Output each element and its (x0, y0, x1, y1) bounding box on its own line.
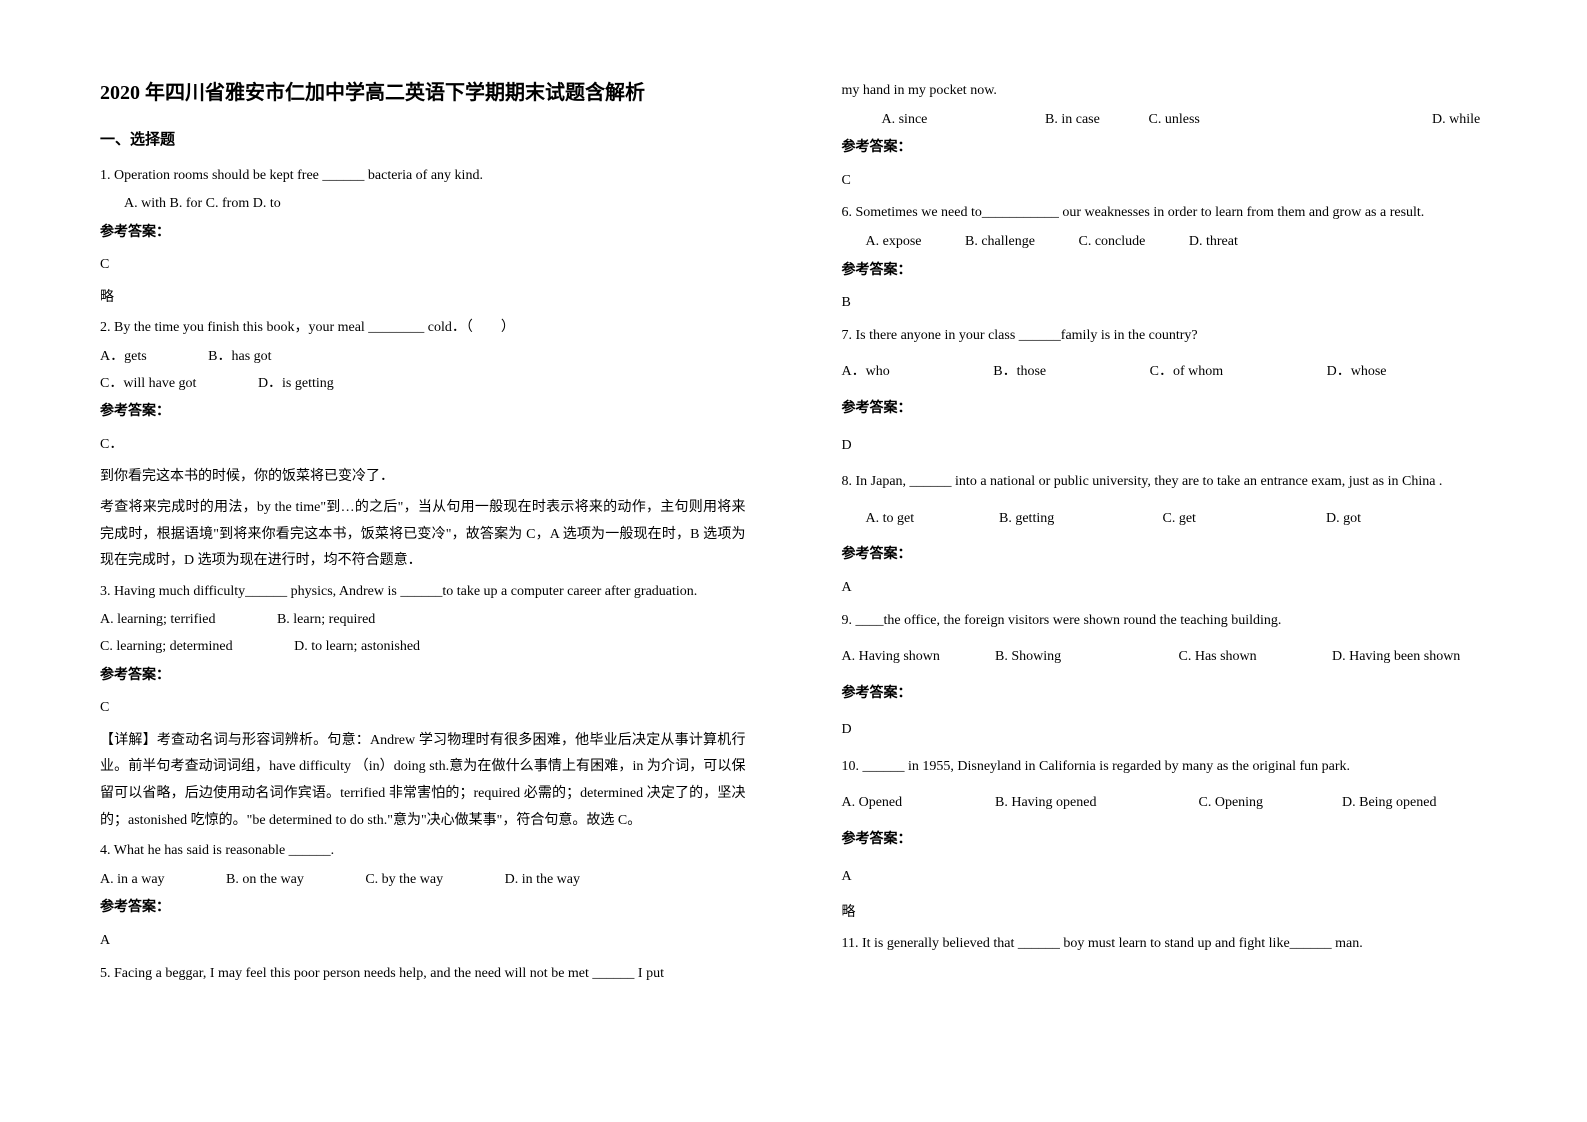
q8-optB: B. getting (999, 506, 1159, 533)
q2-explanation1: 到你看完这本书的时候，你的饭菜将已变冷了． (100, 464, 746, 491)
q9-optC: C. Has shown (1179, 644, 1329, 671)
q8-stem: 8. In Japan, ______ into a national or p… (842, 469, 1488, 496)
q3-answer-label: 参考答案： (100, 663, 746, 690)
q10-explanation: 略 (842, 900, 1488, 927)
q8-optA: A. to get (866, 506, 996, 533)
q3-explanation: 【详解】考查动名词与形容词辨析。句意：Andrew 学习物理时有很多困难，他毕业… (100, 728, 746, 834)
q7-stem: 7. Is there anyone in your class ______f… (842, 323, 1488, 350)
q2-optB: B．has got (208, 344, 271, 371)
q3-options-row1: A. learning; terrified B. learn; require… (100, 607, 746, 634)
q1-explanation: 略 (100, 285, 746, 312)
q4-answer-label: 参考答案： (100, 895, 746, 922)
q6-answer-label: 参考答案： (842, 258, 1488, 285)
q5-stem-part1: 5. Facing a beggar, I may feel this poor… (100, 961, 746, 988)
q8-answer-label: 参考答案： (842, 542, 1488, 569)
q9-optD: D. Having been shown (1332, 644, 1460, 671)
q7-answer-label: 参考答案： (842, 396, 1488, 423)
exam-page: 2020 年四川省雅安市仁加中学高二英语下学期期末试题含解析 一、选择题 1. … (0, 0, 1587, 1122)
q5-options: A. since B. in case C. unless D. while (842, 107, 1488, 134)
q5-optD: D. while (1432, 107, 1480, 134)
q2-stem: 2. By the time you finish this book，your… (100, 315, 746, 342)
q3-options-row2: C. learning; determined D. to learn; ast… (100, 634, 746, 661)
q2-optA: A．gets (100, 344, 147, 371)
q6-optD: D. threat (1189, 229, 1238, 256)
q8-answer: A (842, 575, 1488, 602)
q1-options: A. with B. for C. from D. to (124, 191, 746, 218)
q4-answer: A (100, 928, 746, 955)
q4-optC: C. by the way (365, 867, 443, 894)
q9-optA: A. Having shown (842, 644, 992, 671)
q9-answer-label: 参考答案： (842, 681, 1488, 708)
q10-optB: B. Having opened (995, 790, 1195, 817)
q4-optD: D. in the way (505, 867, 580, 894)
q7-optC: C．of whom (1150, 359, 1224, 386)
q5-optA: A. since (882, 107, 1042, 134)
q4-optB: B. on the way (226, 867, 304, 894)
q8-optC: C. get (1163, 506, 1323, 533)
q8-options: A. to get B. getting C. get D. got (842, 506, 1488, 533)
q1-answer: C (100, 252, 746, 279)
q5-optC: C. unless (1149, 107, 1429, 134)
q5-answer-label: 参考答案： (842, 135, 1488, 162)
q9-optB: B. Showing (995, 644, 1175, 671)
q7-optB: B．those (993, 359, 1046, 386)
q10-stem: 10. ______ in 1955, Disneyland in Califo… (842, 754, 1488, 781)
q4-optA: A. in a way (100, 867, 165, 894)
q3-stem: 3. Having much difficulty______ physics,… (100, 579, 746, 606)
q10-optA: A. Opened (842, 790, 992, 817)
q6-stem: 6. Sometimes we need to___________ our w… (842, 200, 1488, 227)
q2-answer: C． (100, 432, 746, 459)
q3-optC: C. learning; determined (100, 634, 233, 661)
column-left: 2020 年四川省雅安市仁加中学高二英语下学期期末试题含解析 一、选择题 1. … (0, 0, 794, 1122)
q8-optD: D. got (1326, 506, 1361, 533)
q7-optD: D．whose (1327, 359, 1387, 386)
q2-options-row2: C．will have got D．is getting (100, 371, 746, 398)
q10-options: A. Opened B. Having opened C. Opening D.… (842, 790, 1488, 817)
q3-optA: A. learning; terrified (100, 607, 215, 634)
q10-optC: C. Opening (1199, 790, 1339, 817)
q6-optA: A. expose (866, 229, 922, 256)
q6-optC: C. conclude (1078, 229, 1145, 256)
q6-options: A. expose B. challenge C. conclude D. th… (842, 229, 1488, 256)
q10-optD: D. Being opened (1342, 790, 1436, 817)
q1-stem: 1. Operation rooms should be kept free _… (100, 163, 746, 190)
q6-optB: B. challenge (965, 229, 1035, 256)
q5-answer: C (842, 168, 1488, 195)
q9-stem: 9. ____the office, the foreign visitors … (842, 608, 1488, 635)
q7-answer: D (842, 433, 1488, 460)
column-right: my hand in my pocket now. A. since B. in… (794, 0, 1587, 1122)
q10-answer-label: 参考答案： (842, 827, 1488, 854)
q1-answer-label: 参考答案： (100, 220, 746, 247)
q4-options: A. in a way B. on the way C. by the way … (100, 867, 746, 894)
q9-options: A. Having shown B. Showing C. Has shown … (842, 644, 1488, 671)
q7-options: A．who B．those C．of whom D．whose (842, 359, 1488, 386)
q3-optB: B. learn; required (277, 607, 375, 634)
page-title: 2020 年四川省雅安市仁加中学高二英语下学期期末试题含解析 (100, 78, 746, 108)
q10-answer: A (842, 864, 1488, 891)
q2-optD: D．is getting (258, 371, 334, 398)
q11-stem: 11. It is generally believed that ______… (842, 931, 1488, 958)
q7-optA: A．who (842, 359, 890, 386)
q3-optD: D. to learn; astonished (294, 634, 420, 661)
q5-optB: B. in case (1045, 107, 1145, 134)
q3-answer: C (100, 695, 746, 722)
q2-optC: C．will have got (100, 371, 196, 398)
q9-answer: D (842, 717, 1488, 744)
q5-stem-part2: my hand in my pocket now. (842, 78, 1488, 105)
section-heading: 一、选择题 (100, 126, 746, 155)
q2-explanation2: 考查将来完成时的用法，by the time"到…的之后"，当从句用一般现在时表… (100, 495, 746, 575)
q2-answer-label: 参考答案： (100, 399, 746, 426)
q4-stem: 4. What he has said is reasonable ______… (100, 838, 746, 865)
q2-options-row1: A．gets B．has got (100, 344, 746, 371)
q6-answer: B (842, 290, 1488, 317)
